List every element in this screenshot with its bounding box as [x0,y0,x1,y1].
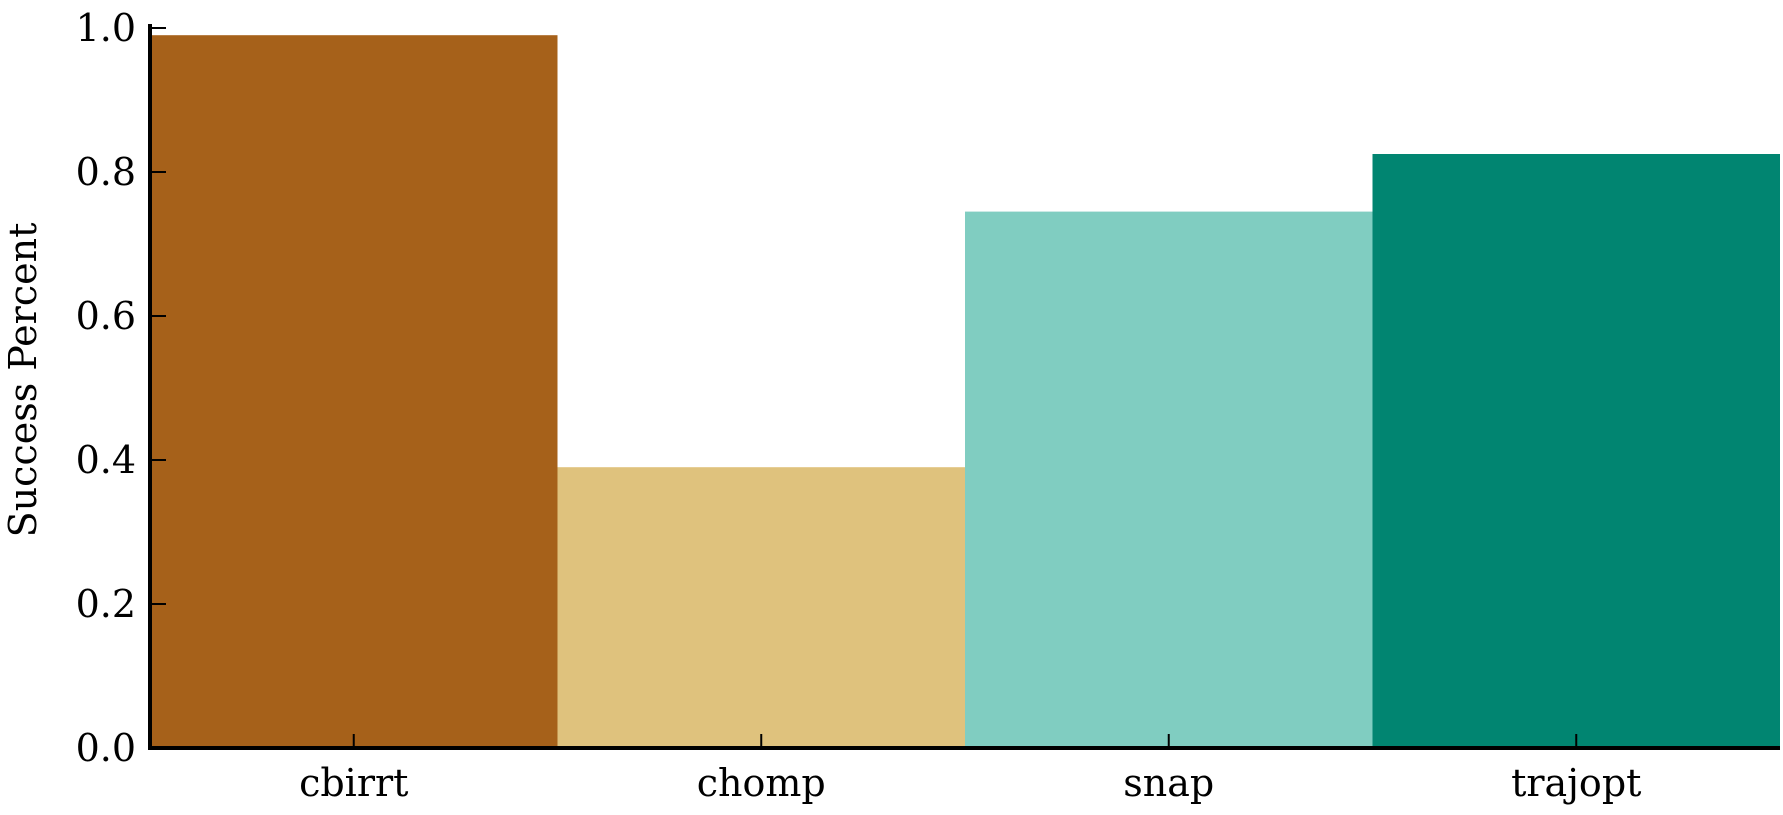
x-tick-label: trajopt [1511,761,1641,805]
y-tick-label: 0.2 [76,582,136,626]
y-tick-label: 0.4 [76,438,136,482]
y-axis-label: Success Percent [1,223,45,538]
x-axis-ticks: cbirrt chomp snap trajopt [299,734,1641,805]
y-axis-ticks: 0.0 0.2 0.4 0.6 0.8 1.0 [76,6,166,770]
bar-trajopt [1372,154,1780,748]
x-tick-label: cbirrt [299,761,408,805]
y-tick-label: 1.0 [76,6,136,50]
bar-chomp [557,467,965,748]
y-tick-label: 0.0 [76,726,136,770]
x-tick-label: snap [1123,761,1214,805]
x-tick-label: chomp [697,761,826,805]
bars-group [150,35,1780,749]
bar-cbirrt [150,35,558,748]
bar-snap [965,211,1373,749]
y-tick-label: 0.8 [76,150,136,194]
y-tick-label: 0.6 [76,294,136,338]
